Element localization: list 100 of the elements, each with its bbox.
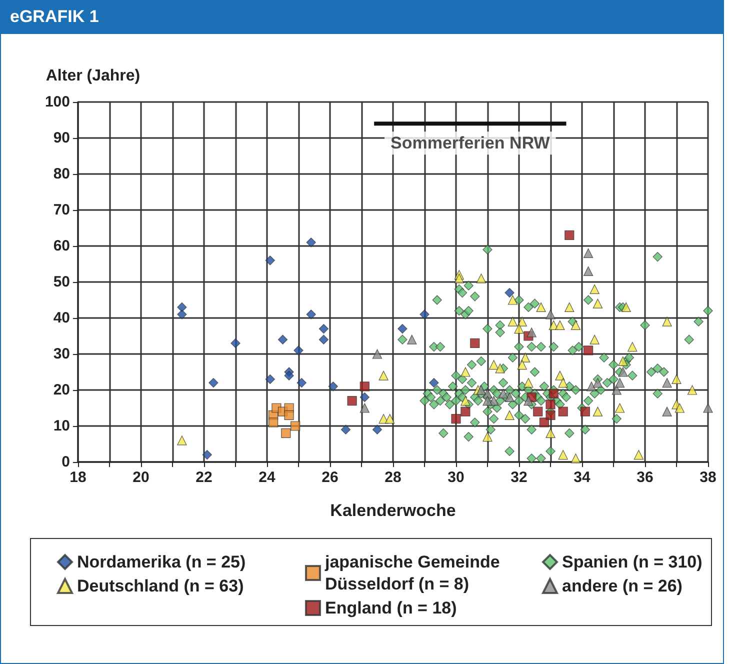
point [524,378,534,388]
legend-label: Spanien (n = 310) [562,552,702,572]
point [385,414,395,424]
point [398,324,408,334]
chart-title: eGRAFIK 1 [0,0,724,34]
point [555,320,565,330]
y-tick-label: 20 [53,382,70,398]
point [612,385,622,395]
legend-label: England (n = 18) [325,598,457,618]
point [294,346,304,356]
point [508,316,518,326]
point [584,346,594,356]
point [674,403,684,413]
annotation: Sommerferien NRW [390,134,551,153]
point [495,364,505,374]
point [536,302,546,312]
point [526,328,536,338]
point [429,378,439,388]
legend-label: Deutschland (n = 63) [77,576,244,596]
point [524,396,534,406]
legend-label: Nordamerika (n = 25) [77,552,246,572]
point [281,428,291,438]
point [489,360,499,370]
point [328,382,338,392]
x-tick-label: 26 [322,469,338,486]
x-tick-label: 24 [258,469,276,486]
point [508,295,518,305]
y-tick-label: 80 [53,166,70,182]
point [372,349,382,359]
x-tick-label: 30 [448,469,464,486]
y-tick-label: 40 [53,310,70,326]
point [284,410,294,420]
point [318,334,328,344]
point [476,274,486,284]
point [504,410,514,420]
x-tick-label: 38 [700,469,716,486]
y-tick-label: 90 [53,130,70,146]
point [296,378,306,388]
point [360,382,370,392]
point [340,424,351,434]
point [533,406,543,416]
point [451,414,461,424]
point [476,385,486,395]
point [628,342,638,352]
point [278,334,288,344]
point [548,320,558,330]
point [460,367,470,377]
point [407,334,417,344]
point [306,310,316,320]
point [460,406,470,416]
point [290,421,300,431]
x-tick-label: 32 [510,469,528,486]
point [546,400,556,410]
point [230,338,240,348]
point [615,403,625,413]
point [592,298,603,308]
point [634,450,644,460]
point [202,450,212,460]
point [454,274,464,284]
point [584,266,594,276]
point [580,406,590,416]
y-axis-title: Alter (Jahre) [46,68,140,84]
point [517,360,527,370]
point [378,370,388,380]
point [482,432,492,442]
legend-label: japanische Gemeinde Düsseldorf (n = 8) [324,552,500,594]
point [618,367,628,377]
point [268,418,278,428]
y-tick-label: 30 [53,346,70,362]
x-tick-label: 18 [70,469,86,486]
y-tick-label: 10 [53,418,70,434]
x-tick-label: 28 [384,469,402,486]
point [564,230,574,240]
point [615,378,625,388]
point [265,374,275,384]
point [177,302,187,312]
point [318,324,328,334]
point [482,396,492,406]
point [470,338,480,348]
point [570,320,580,330]
x-tick-label: 36 [636,469,654,486]
point [208,378,218,388]
point [570,454,580,464]
point [177,436,187,446]
point [564,302,574,312]
point [546,428,556,438]
point [504,288,514,298]
point [420,310,430,320]
point [177,310,187,320]
point [546,410,556,420]
x-tick-label: 20 [132,469,150,486]
point [555,370,565,380]
point [558,406,568,416]
point [662,378,672,388]
point [590,284,600,294]
point [514,324,524,334]
y-tick-label: 70 [53,202,70,218]
point [592,378,603,388]
point [546,310,556,320]
point [618,356,628,366]
